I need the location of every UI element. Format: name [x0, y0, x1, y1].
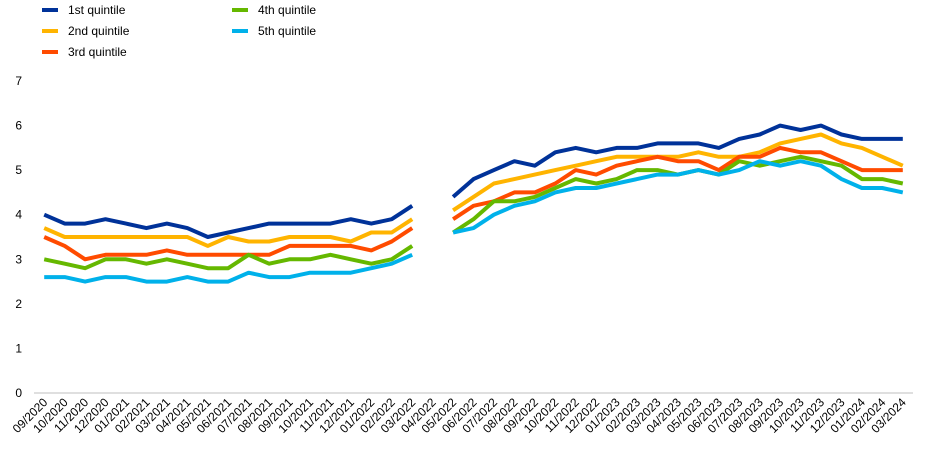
series-line: [43, 145, 903, 262]
y-tick-label: 2: [15, 297, 22, 311]
y-tick-label: 0: [15, 386, 22, 400]
y-tick-label: 1: [15, 341, 22, 355]
legend-label: 2nd quintile: [68, 24, 130, 38]
legend-label: 1st quintile: [68, 3, 126, 17]
y-tick-label: 3: [15, 252, 22, 266]
legend-label: 5th quintile: [258, 24, 316, 38]
y-tick-label: 5: [15, 163, 22, 177]
legend-label: 4th quintile: [258, 3, 316, 17]
series-line: [43, 132, 904, 248]
series-line: [44, 159, 904, 284]
y-tick-label: 7: [15, 74, 22, 88]
legend-label: 3rd quintile: [68, 45, 127, 59]
series-line: [43, 123, 903, 239]
y-tick-label: 4: [15, 208, 22, 222]
y-tick-label: 6: [15, 119, 22, 133]
